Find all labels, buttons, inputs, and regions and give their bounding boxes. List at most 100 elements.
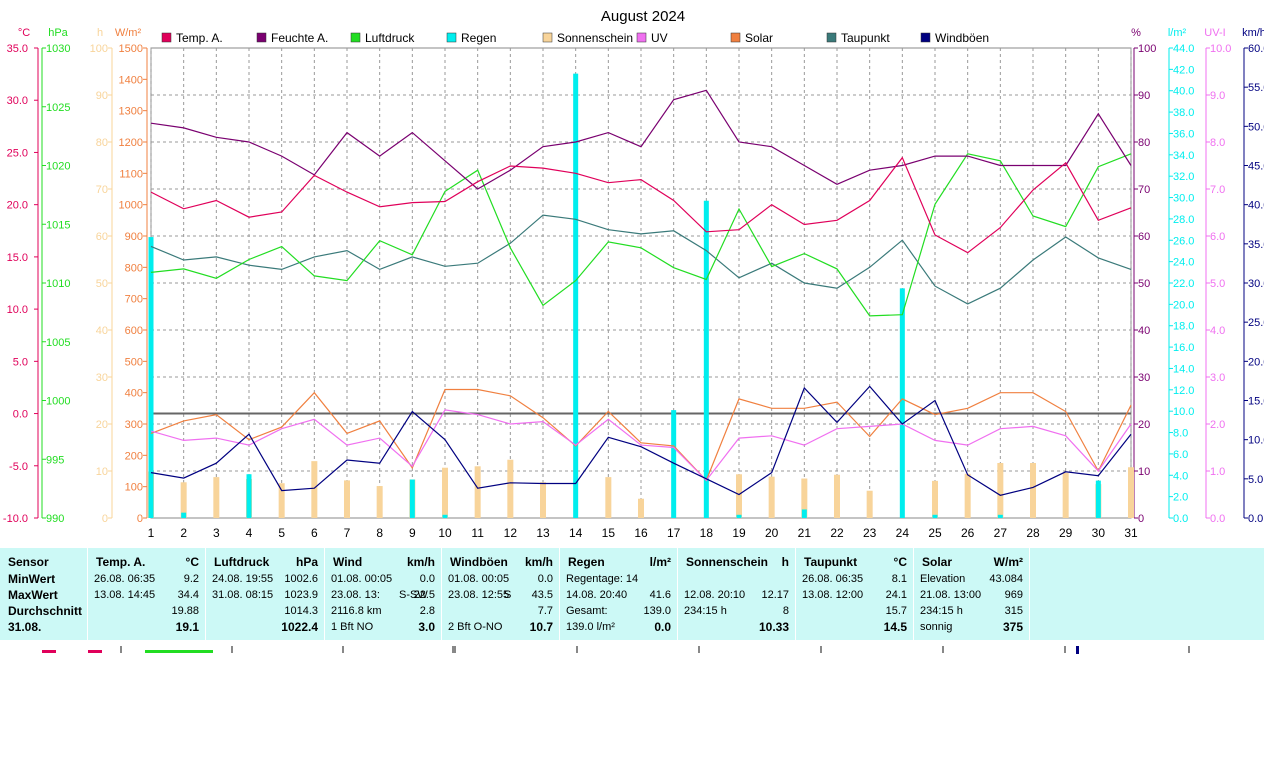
stats-row-value: 34.4 — [177, 589, 199, 601]
stats-row-label: 01.08. 00:05 — [331, 573, 393, 585]
humidity-axis-tick-label: 60 — [1138, 231, 1150, 243]
sun-axis-tick-label: 40 — [96, 325, 108, 337]
uv-axis-unit: UV-I — [1204, 27, 1225, 39]
wind-axis-tick-label: 35.0 — [1248, 239, 1264, 251]
sunshine-bar — [638, 498, 644, 518]
stats-row-value: 43.084 — [989, 573, 1023, 585]
rain-axis-tick-label: 36.0 — [1173, 128, 1194, 140]
uv-axis-tick-label: 0.0 — [1210, 513, 1225, 525]
stats-row-label: sonnig — [920, 621, 953, 633]
rain-bar — [671, 410, 677, 518]
x-tick-label: 5 — [278, 526, 285, 540]
footer-mark — [1076, 646, 1079, 654]
gust-series-line — [150, 385, 1132, 496]
footer-mark — [452, 646, 456, 653]
stats-row-label: Elevation — [920, 573, 966, 585]
stats-row-value: 969 — [1004, 589, 1023, 601]
sun-axis-tick-label: 60 — [96, 231, 108, 243]
legend-swatch-gust — [920, 32, 931, 43]
stats-column: Sensor MinWert MaxWert Durchschnitt 31.08. — [0, 548, 88, 640]
humidity-axis-tick-label: 30 — [1138, 372, 1150, 384]
rain-axis-tick-label: 14.0 — [1173, 363, 1194, 375]
stats-header-row: Solar W/m² — [914, 554, 1029, 570]
rain-bar — [801, 509, 807, 518]
x-axis-ticks: 1 2 3 4 5 6 7 8 9 10 11 12 13 14 15 16 17 18 19 20 21 22 23 24 2… — [148, 526, 1138, 540]
stats-column-title: Regen — [568, 555, 605, 569]
humidity-axis-tick-label: 80 — [1138, 137, 1150, 149]
rain-bar — [442, 514, 448, 518]
legend-label-sun: Sonnenschein — [557, 31, 633, 45]
x-tick-label: 28 — [1026, 526, 1040, 540]
pressure-axis-tick-label: 1010 — [46, 278, 70, 290]
sun-axis-tick-label: 0 — [102, 513, 108, 525]
wind-axis-unit: km/h — [1242, 27, 1264, 39]
rain-bar — [932, 514, 938, 518]
x-tick-label: 31 — [1124, 526, 1138, 540]
stats-row: Elevation 43.084 — [914, 571, 1029, 587]
temp-axis-tick-label: 0.0 — [13, 409, 28, 421]
chart-axes: -10.0 -5.0 0.0 5.0 10.0 15.0 20.0 25.0 30.0 35.0 9… — [3, 27, 1264, 525]
rain-axis-tick-label: 20.0 — [1173, 299, 1194, 311]
humidity-axis-tick-label: 10 — [1138, 466, 1150, 478]
sun-axis-tick-label: 90 — [96, 90, 108, 102]
x-tick-label: 26 — [961, 526, 975, 540]
legend-swatch-dewpoint — [826, 32, 837, 43]
sunshine-bar — [605, 477, 612, 518]
footer-mark — [576, 646, 578, 653]
sunshine-bar — [736, 474, 742, 518]
stats-row: MaxWert — [0, 587, 87, 603]
x-tick-label: 19 — [732, 526, 746, 540]
sunshine-bar — [1062, 472, 1069, 518]
stats-column: Wind km/h 01.08. 00:05 0.0 23.08. 13: S-SW 22.… — [325, 548, 442, 640]
stats-row-label: 01.08. 00:05 — [448, 573, 510, 585]
wind-axis-tick-label: 40.0 — [1248, 200, 1264, 212]
stats-column-unit: h — [781, 555, 789, 569]
x-tick-label: 18 — [700, 526, 714, 540]
x-tick-label: 7 — [344, 526, 351, 540]
stats-row-value: 375 — [1002, 620, 1023, 634]
temp-axis-unit: °C — [18, 27, 30, 39]
solar-axis-tick-label: 1500 — [119, 43, 143, 55]
temp-axis-tick-label: 10.0 — [7, 304, 28, 316]
rain-axis-tick-label: 42.0 — [1173, 64, 1194, 76]
solar-axis-tick-label: 1400 — [119, 74, 143, 86]
stats-row-value: 8 — [782, 605, 789, 617]
stats-row-label: 2116.8 km — [331, 605, 382, 617]
solar-axis-tick-label: 400 — [125, 388, 143, 400]
wind-axis-tick-label: 20.0 — [1248, 356, 1264, 368]
stats-header-row: Sensor — [0, 554, 87, 570]
rain-bar — [736, 514, 742, 518]
stats-row-label: 2 Bft O-NO — [448, 621, 503, 633]
stats-row-label: MinWert — [8, 572, 56, 586]
footer-mark — [1188, 646, 1190, 653]
x-tick-label: 27 — [994, 526, 1008, 540]
legend-swatch-temp — [161, 32, 172, 43]
stats-row-label: 139.0 l/m² — [566, 621, 615, 633]
stats-column: Windböen km/h 01.08. 00:05 0.0 23.08. 12:55 S… — [442, 548, 560, 640]
humidity-axis-tick-label: 90 — [1138, 90, 1150, 102]
stats-row: 26.08. 06:35 9.2 — [88, 571, 205, 587]
rain-axis-tick-label: 0.0 — [1173, 513, 1188, 525]
stats-header-row: Wind km/h — [325, 554, 441, 570]
pressure-axis-unit: hPa — [48, 27, 68, 39]
stats-column-title: Temp. A. — [96, 555, 146, 569]
uv-axis-tick-label: 10.0 — [1210, 43, 1231, 55]
chart-bars — [148, 73, 1134, 519]
x-tick-label: 1 — [148, 526, 155, 540]
solar-axis-tick-label: 500 — [125, 356, 143, 368]
rain-axis-unit: l/m² — [1168, 27, 1187, 39]
rain-axis-tick-label: 24.0 — [1173, 257, 1194, 269]
rain-axis-tick-label: 22.0 — [1173, 278, 1194, 290]
sun-axis-tick-label: 50 — [96, 278, 108, 290]
stats-row: 14.5 — [796, 619, 913, 635]
stats-row-label: 23.08. 13: — [331, 589, 380, 601]
stats-row-label: 234:15 h — [684, 605, 727, 617]
sunshine-bar — [344, 480, 350, 518]
stats-column-title: Solar — [922, 555, 953, 569]
uv-axis-tick-label: 1.0 — [1210, 466, 1225, 478]
legend-swatch-sun — [542, 32, 553, 43]
x-tick-label: 20 — [765, 526, 779, 540]
x-tick-label: 30 — [1092, 526, 1106, 540]
wind-axis-tick-label: 10.0 — [1248, 435, 1264, 447]
stats-row-value: 12.17 — [761, 589, 789, 601]
